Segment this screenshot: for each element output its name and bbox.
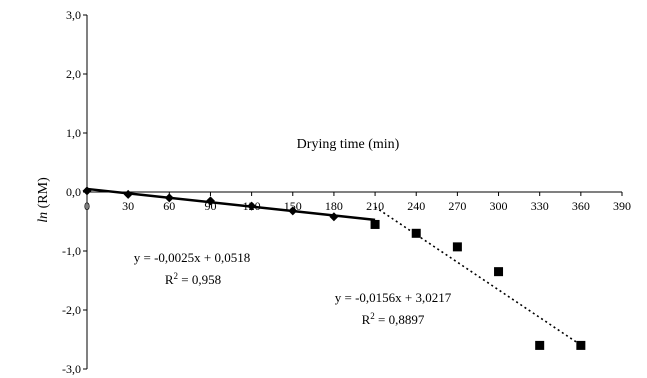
x-axis-title: Drying time (min) <box>297 137 400 152</box>
data-points-layer <box>82 186 586 350</box>
trendline-1-equation: y = -0,0025x + 0,0518 <box>134 250 251 265</box>
trendline-2-equation: y = -0,0156x + 3,0217 <box>335 290 452 305</box>
r2-label: R <box>165 272 174 287</box>
data-point-diamond <box>247 201 257 211</box>
r2-superscript: 2 <box>370 311 375 321</box>
data-point-square <box>494 267 504 277</box>
y-tick-label: -2,0 <box>62 303 81 317</box>
y-tick-label: -3,0 <box>62 362 81 376</box>
data-point-diamond <box>164 193 174 203</box>
x-tick-label: 120 <box>243 199 261 213</box>
y-axis-title-italic: ln <box>36 212 51 223</box>
trendline-1-r2: R2 = 0,958 <box>165 271 221 287</box>
text-layer: Drying time (min) ln (RM) y = -0,0025x +… <box>36 8 631 376</box>
r2-value: = 0,8897 <box>375 312 425 327</box>
data-point-diamond <box>123 189 133 199</box>
data-point-diamond <box>329 212 339 222</box>
axes-layer <box>83 14 623 370</box>
y-tick-label: 2,0 <box>66 67 81 81</box>
y-tick-label: 0,0 <box>66 185 81 199</box>
data-point-square <box>370 219 380 229</box>
trendline-layer <box>86 187 582 346</box>
data-point-diamond <box>288 206 298 216</box>
y-tick-label: 3,0 <box>66 8 81 22</box>
data-point-square <box>452 242 462 252</box>
x-tick-label: 360 <box>572 199 590 213</box>
x-tick-label: 60 <box>163 199 175 213</box>
x-tick-label: 180 <box>325 199 343 213</box>
x-tick-label: 330 <box>531 199 549 213</box>
y-tick-label: 1,0 <box>66 126 81 140</box>
data-point-square <box>411 228 421 238</box>
x-tick-label: 30 <box>122 199 134 213</box>
r2-label: R <box>362 312 371 327</box>
y-axis-title-unit: (RM) <box>36 177 51 212</box>
x-tick-label: 90 <box>204 199 216 213</box>
trendline-2 <box>374 206 582 346</box>
data-point-square <box>535 340 545 350</box>
x-tick-label: 150 <box>284 199 302 213</box>
r2-value: = 0,958 <box>178 272 221 287</box>
x-tick-label: 390 <box>613 199 631 213</box>
x-tick-label: 270 <box>448 199 466 213</box>
x-tick-label: 300 <box>490 199 508 213</box>
r2-superscript: 2 <box>174 271 179 281</box>
x-tick-label: 210 <box>366 199 384 213</box>
data-point-square <box>576 340 586 350</box>
y-axis-title: ln (RM) <box>36 177 51 223</box>
trendline-2-r2: R2 = 0,8897 <box>362 311 425 327</box>
x-tick-label: 0 <box>84 199 90 213</box>
y-tick-label: -1,0 <box>62 244 81 258</box>
trendline-1 <box>86 187 376 222</box>
data-point-diamond <box>205 196 215 206</box>
x-tick-label: 240 <box>407 199 425 213</box>
data-point-diamond <box>82 186 92 196</box>
